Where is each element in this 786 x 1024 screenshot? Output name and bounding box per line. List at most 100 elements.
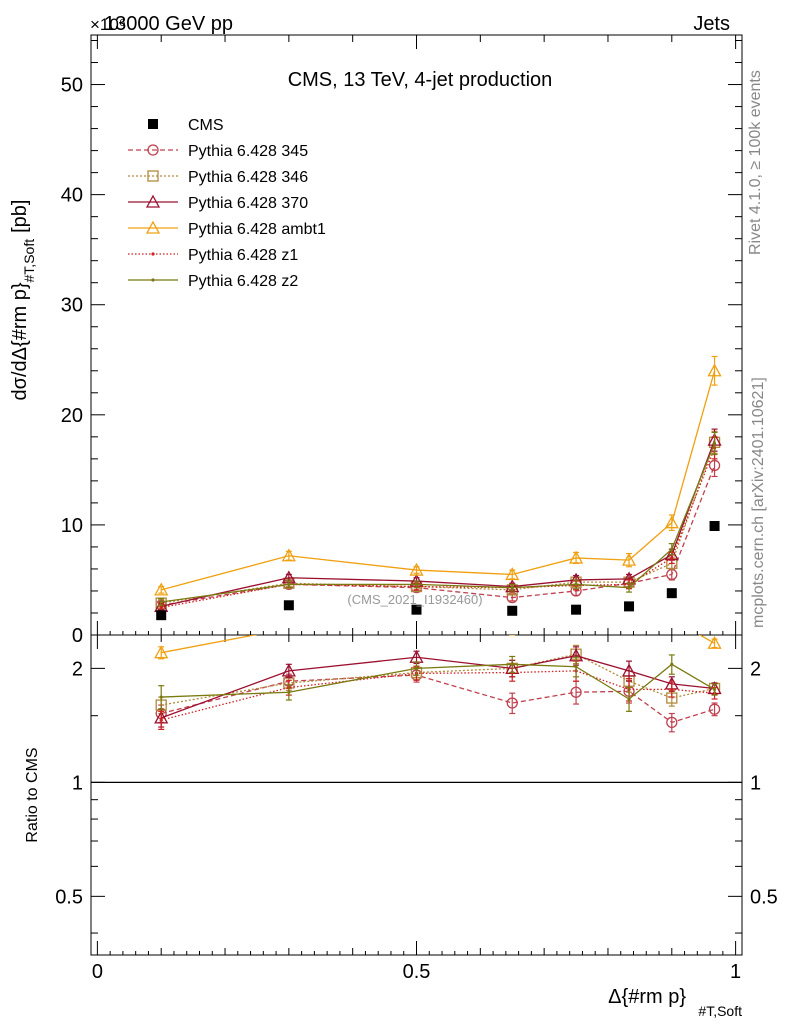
- x-tick-label: 0: [92, 961, 103, 983]
- series-line: [161, 443, 716, 603]
- ratio-series-pythia-6-428-ambt1: [154, 613, 722, 660]
- ratio-series-pythia-6-428-346: [155, 644, 721, 715]
- data-point: [159, 600, 163, 604]
- rivet-version-label: Rivet 4.1.0, ≥ 100k events: [747, 70, 764, 255]
- legend-label: Pythia 6.428 z1: [188, 247, 298, 264]
- data-point: [159, 605, 163, 610]
- main-y-tick-label: 0: [72, 625, 83, 647]
- ratio-y-axis-title: Ratio to CMS: [24, 747, 41, 842]
- ratio-y-tick-label-right: 2: [750, 658, 761, 680]
- main-y-tick-label: 30: [61, 295, 83, 317]
- legend-label: Pythia 6.428 z2: [188, 273, 298, 290]
- data-point: [708, 459, 721, 472]
- chart-title: CMS, 13 TeV, 4-jet production: [288, 69, 553, 91]
- data-point: [670, 547, 674, 551]
- legend: CMS Pythia 6.428 345 Pythia 6.428 346 Pythi…: [128, 117, 326, 290]
- legend-item-pythia-6-428-345: Pythia 6.428 345: [128, 143, 308, 160]
- ratio-point: [666, 716, 678, 729]
- legend-item-cms: CMS: [148, 117, 224, 134]
- legend-item-pythia-6-428-z1: Pythia 6.428 z1: [128, 247, 298, 264]
- ratio-point: [712, 687, 717, 691]
- legend-marker: [145, 220, 161, 234]
- legend-marker: [151, 278, 155, 282]
- main-series-group: [154, 355, 722, 621]
- ratio-series-line: [160, 655, 715, 719]
- data-point: [666, 588, 677, 599]
- series-pythia-6-428-370: [154, 428, 722, 613]
- ratio-point: [623, 619, 635, 630]
- legend-item-pythia-6-428-346: Pythia 6.428 346: [128, 169, 308, 186]
- legend-marker: [151, 252, 155, 256]
- series-pythia-6-428-z2: [158, 431, 718, 606]
- x-tick-label: 1: [730, 961, 741, 983]
- header-process-label: Jets: [693, 13, 730, 35]
- data-point: [156, 610, 167, 621]
- ratio-series-pythia-6-428-z2: [158, 654, 718, 712]
- data-point: [664, 515, 679, 529]
- ratio-series-group: [154, 613, 722, 733]
- ratio-y-tick-label: 2: [72, 658, 83, 680]
- data-point: [568, 550, 584, 564]
- legend-item-pythia-6-428-z2: Pythia 6.428 z2: [128, 273, 298, 290]
- ratio-point: [666, 613, 678, 624]
- ratio-point: [574, 665, 578, 669]
- main-y-tick-label: 10: [61, 515, 83, 537]
- ratio-series-line: [161, 670, 715, 721]
- ratio-y-tick-label: 1: [72, 772, 83, 794]
- legend-label: Pythia 6.428 346: [188, 169, 308, 186]
- mcplots-label: mcplots.cern.ch [arXiv:2401.10621]: [750, 377, 767, 628]
- data-point: [670, 556, 674, 560]
- data-point: [712, 441, 717, 446]
- data-point: [574, 582, 578, 586]
- legend-item-pythia-6-428-ambt1: Pythia 6.428 ambt1: [128, 220, 326, 238]
- main-y-tick-label: 20: [61, 405, 83, 427]
- legend-label: Pythia 6.428 ambt1: [188, 221, 326, 238]
- data-point: [154, 582, 169, 596]
- ratio-point: [281, 663, 296, 677]
- ratio-series-line: [161, 674, 715, 724]
- y-exponent-label: ×10⁶: [90, 15, 126, 34]
- ratio-axes: 0 0.5 1 0.5 0.5 1 1 2 2: [55, 635, 778, 983]
- data-point: [510, 586, 514, 590]
- ratio-point: [570, 686, 582, 698]
- data-point: [627, 586, 631, 590]
- main-y-tick-label: 50: [61, 75, 83, 97]
- data-point: [287, 582, 291, 586]
- data-point: [281, 548, 296, 562]
- legend-label: Pythia 6.428 345: [188, 143, 308, 160]
- main-axes: 0 10 20 30 40 50: [61, 35, 742, 647]
- series-line: [161, 465, 716, 606]
- ratio-point: [287, 690, 291, 694]
- data-point: [621, 552, 637, 566]
- ratio-y-tick-label: 0.5: [55, 886, 83, 908]
- ratio-point: [670, 662, 674, 666]
- data-point: [414, 582, 419, 586]
- ratio-point: [707, 635, 722, 649]
- series-pythia-6-428-ambt1: [154, 355, 722, 596]
- data-point: [624, 601, 635, 612]
- legend-marker: [147, 170, 159, 182]
- main-y-axis-title-text: dσ/dΔ{#rm p}: [9, 282, 31, 400]
- series-cms: [156, 521, 720, 621]
- series-pythia-6-428-345: [155, 453, 721, 611]
- ratio-plot-frame: [90, 634, 743, 956]
- main-y-axis-unit: [pb]: [9, 200, 31, 233]
- x-axis-title: Δ{#rm p}: [608, 986, 686, 1008]
- series-line: [161, 439, 716, 608]
- data-point: [409, 562, 424, 576]
- ratio-point: [621, 663, 637, 677]
- ratio-y-tick-label-right: 1: [750, 772, 761, 794]
- data-point: [411, 604, 422, 615]
- data-point: [571, 604, 582, 615]
- main-y-axis-title: dσ/dΔ{#rm p}#T,Soft [pb]: [9, 200, 37, 401]
- data-point: [707, 363, 722, 377]
- legend-item-pythia-6-428-370: Pythia 6.428 370: [128, 194, 308, 212]
- ratio-series-line: [161, 663, 715, 700]
- data-point: [507, 605, 518, 616]
- ratio-series-line: [161, 653, 715, 706]
- ratio-point: [154, 645, 169, 659]
- data-point: [283, 600, 294, 611]
- legend-marker: [147, 144, 159, 156]
- ratio-y-tick-label-right: 0.5: [750, 886, 778, 908]
